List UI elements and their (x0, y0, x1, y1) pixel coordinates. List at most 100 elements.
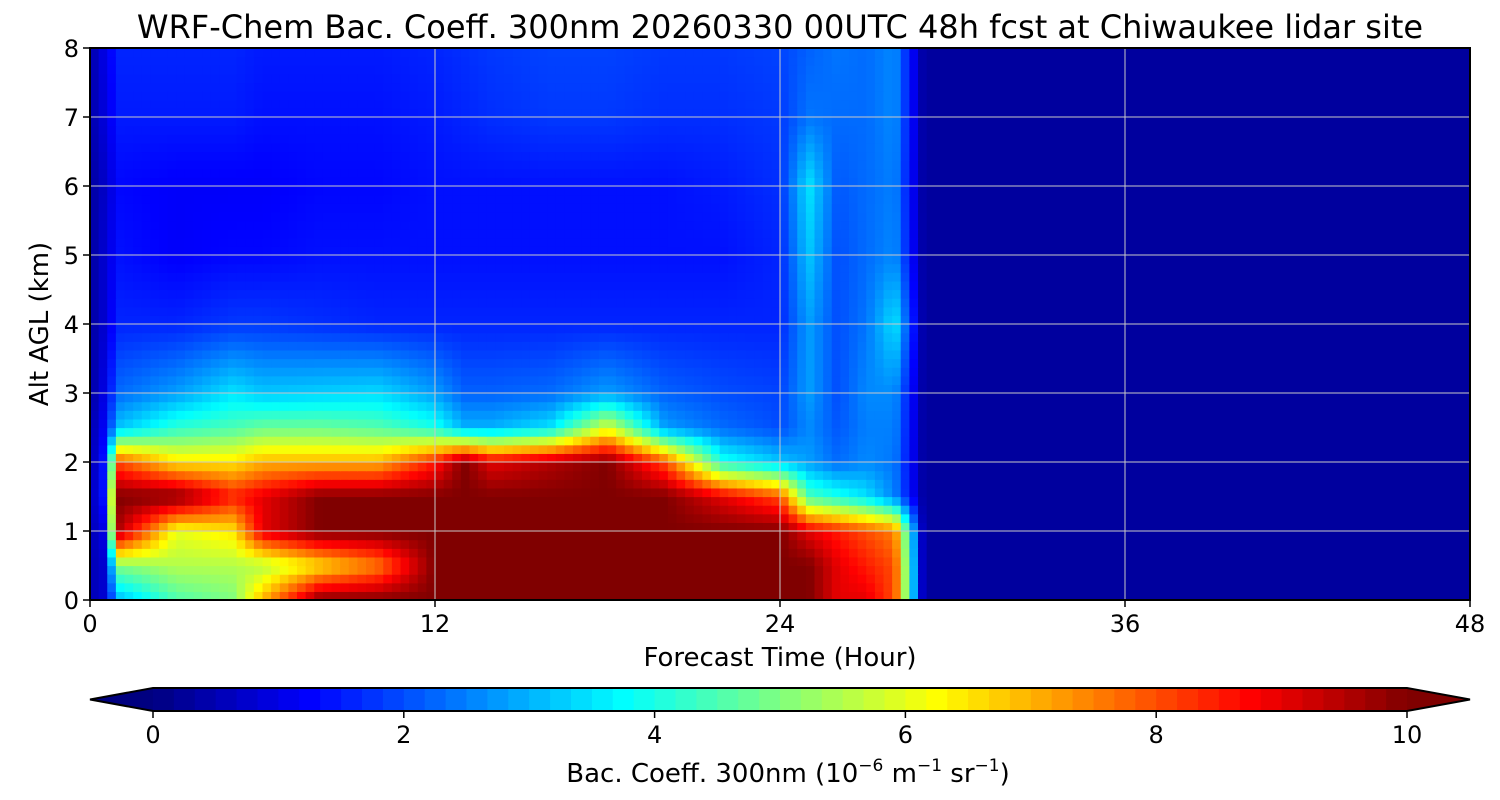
heatmap-cell (1332, 505, 1342, 515)
heatmap-cell (1081, 513, 1092, 523)
heatmap-cell (1452, 496, 1462, 506)
heatmap-cell (892, 462, 902, 472)
heatmap-cell (547, 556, 557, 567)
heatmap-cell (590, 556, 600, 567)
heatmap-cell (245, 349, 255, 360)
heatmap-cell (322, 324, 333, 334)
heatmap-cell (573, 505, 583, 515)
heatmap-cell (512, 444, 522, 454)
heatmap-cell (1418, 341, 1428, 351)
heatmap-cell (987, 410, 997, 420)
heatmap-cell (840, 444, 850, 454)
heatmap-cell (1314, 375, 1324, 385)
heatmap-cell (1219, 565, 1230, 575)
heatmap-cell (391, 574, 402, 584)
heatmap-cell (659, 582, 669, 592)
heatmap-cell (935, 479, 945, 489)
heatmap-cell (1202, 556, 1212, 567)
heatmap-cell (409, 401, 419, 411)
heatmap-cell (650, 582, 660, 592)
heatmap-cell (210, 522, 220, 532)
heatmap-cell (1314, 565, 1324, 575)
heatmap-cell (943, 522, 954, 532)
heatmap-cell (1047, 341, 1057, 351)
heatmap-cell (460, 367, 471, 377)
heatmap-cell (1271, 548, 1281, 558)
heatmap-cell (823, 556, 833, 567)
heatmap-cell (762, 401, 772, 411)
heatmap-cell (1099, 436, 1109, 446)
heatmap-cell (719, 487, 729, 498)
heatmap-cell (883, 539, 893, 549)
heatmap-cell (1375, 470, 1385, 480)
heatmap-cell (322, 375, 333, 385)
heatmap-cell (874, 522, 885, 532)
heatmap-cell (271, 548, 281, 558)
heatmap-cell (486, 418, 496, 429)
heatmap-cell (210, 367, 220, 377)
heatmap-cell (460, 513, 471, 523)
heatmap-cell (1090, 539, 1100, 549)
heatmap-cell (814, 436, 824, 446)
heatmap-cell (469, 332, 479, 342)
heatmap-cell (1228, 436, 1238, 446)
heatmap-cell (1202, 341, 1212, 351)
heatmap-cell (624, 556, 634, 567)
heatmap-cell (1030, 418, 1040, 429)
heatmap-cell (366, 401, 376, 411)
heatmap-cell (1383, 427, 1393, 437)
heatmap-cell (900, 462, 910, 472)
heatmap-cell (1133, 574, 1143, 584)
heatmap-cell (1383, 444, 1393, 454)
heatmap-cell (616, 548, 626, 558)
heatmap-cell (909, 349, 919, 360)
heatmap-cell (504, 332, 514, 342)
heatmap-cell (1159, 393, 1169, 403)
heatmap-cell (1392, 479, 1402, 489)
heatmap-cell (754, 418, 764, 429)
heatmap-cell (762, 418, 772, 429)
heatmap-cell (236, 531, 246, 541)
heatmap-cell (391, 591, 402, 600)
heatmap-cell (504, 418, 514, 429)
heatmap-cell (771, 436, 781, 446)
heatmap-cell (642, 349, 652, 360)
heatmap-cell (297, 505, 307, 515)
heatmap-cell (193, 513, 203, 523)
heatmap-cell (236, 496, 246, 506)
heatmap-cell (555, 384, 565, 394)
heatmap-cell (297, 427, 307, 437)
heatmap-cell (831, 349, 841, 360)
heatmap-cell (1073, 427, 1083, 437)
heatmap-cell (892, 479, 902, 489)
heatmap-cell (1418, 358, 1428, 368)
heatmap-cell (409, 332, 419, 342)
heatmap-cell (1237, 565, 1247, 575)
heatmap-cell (1228, 444, 1238, 454)
heatmap-cell (1021, 401, 1031, 411)
heatmap-cell (452, 341, 462, 351)
heatmap-cell (866, 505, 876, 515)
heatmap-cell (443, 444, 453, 454)
heatmap-cell (1142, 393, 1152, 403)
heatmap-cell (1038, 427, 1048, 437)
heatmap-cell (271, 565, 281, 575)
heatmap-cell (1237, 556, 1247, 567)
heatmap-cell (1194, 505, 1204, 515)
heatmap-cell (1168, 349, 1178, 360)
heatmap-cell (754, 436, 764, 446)
heatmap-cell (1107, 505, 1117, 515)
heatmap-cell (1107, 539, 1117, 549)
heatmap-cell (1297, 574, 1307, 584)
heatmap-cell (667, 436, 678, 446)
heatmap-cell (685, 496, 695, 506)
heatmap-cell (400, 358, 410, 368)
heatmap-cell (288, 418, 298, 429)
heatmap-cell (435, 367, 445, 377)
heatmap-cell (987, 539, 997, 549)
heatmap-cell (693, 401, 703, 411)
heatmap-cell (823, 487, 833, 498)
heatmap-cell (1219, 548, 1230, 558)
heatmap-cell (1297, 418, 1307, 429)
heatmap-cell (1461, 574, 1470, 584)
